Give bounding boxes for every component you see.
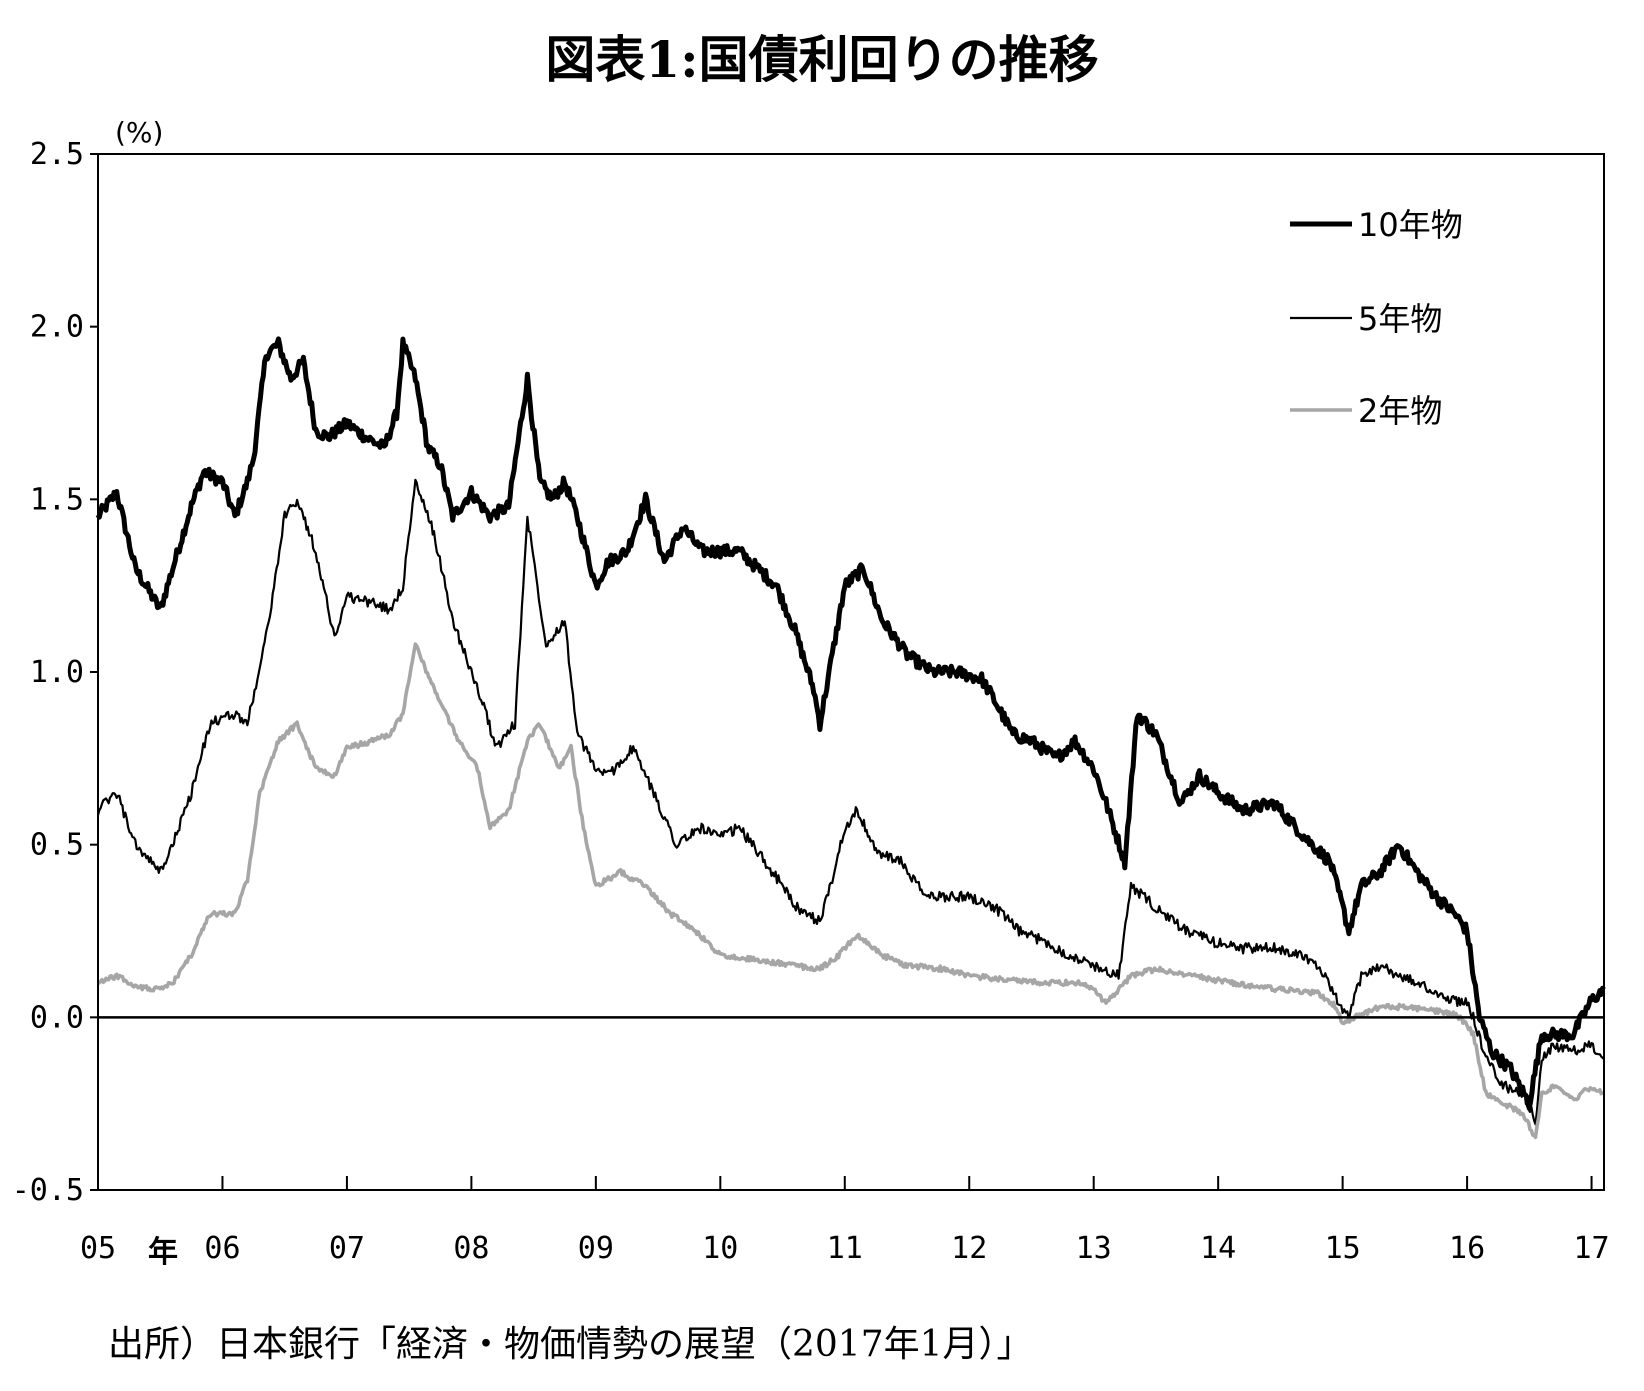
legend-label-0: 10年物 [1358,206,1463,244]
chart-title: 図表1:国債利回りの推移 [545,30,1099,89]
legend-label-1: 5年物 [1358,300,1442,338]
y-tick-label: 2.5 [30,137,84,172]
series-lines [95,336,1606,1140]
legend-label-2: 2年物 [1358,392,1442,430]
axis-labels: 2.5 2.0 1.5 1.0 0.5 0.0 -0.5 05 06 07 08 09 10 11 12 13… [12,137,1610,1266]
x-tick-label: 11 [827,1231,863,1266]
x-tick-label: 09 [578,1231,614,1266]
y-tick-label: -0.5 [12,1173,84,1208]
y-tick-label: 0.0 [30,1000,84,1035]
x-tick-label: 17 [1573,1231,1609,1266]
x-axis-unit-label: 年 [148,1235,178,1270]
series-line-1 [96,478,1605,1126]
source-note: 出所）日本銀行「経済・物価情勢の展望（2017年1月）」 [108,1324,1033,1365]
x-tick-label: 08 [453,1231,489,1266]
x-tick-label: 14 [1200,1231,1236,1266]
x-tick-label: 12 [951,1231,987,1266]
x-tick-label: 15 [1325,1231,1361,1266]
x-tick-label: 13 [1076,1231,1112,1266]
y-axis-unit-label: (%) [115,116,163,149]
y-tick-label: 2.0 [30,310,84,345]
series-line-2 [96,642,1605,1140]
x-tick-label: 10 [702,1231,738,1266]
series-line-0 [95,336,1606,1111]
x-tick-label: 06 [204,1231,240,1266]
y-tick-label: 1.5 [30,482,84,517]
x-tick-label: 05 [80,1231,116,1266]
x-tick-label: 16 [1449,1231,1485,1266]
x-tick-label: 07 [329,1231,365,1266]
legend: 10年物 5年物 2年物 [1290,206,1463,430]
y-tick-label: 1.0 [30,655,84,690]
plot-frame [97,153,1605,1191]
y-tick-label: 0.5 [30,828,84,863]
